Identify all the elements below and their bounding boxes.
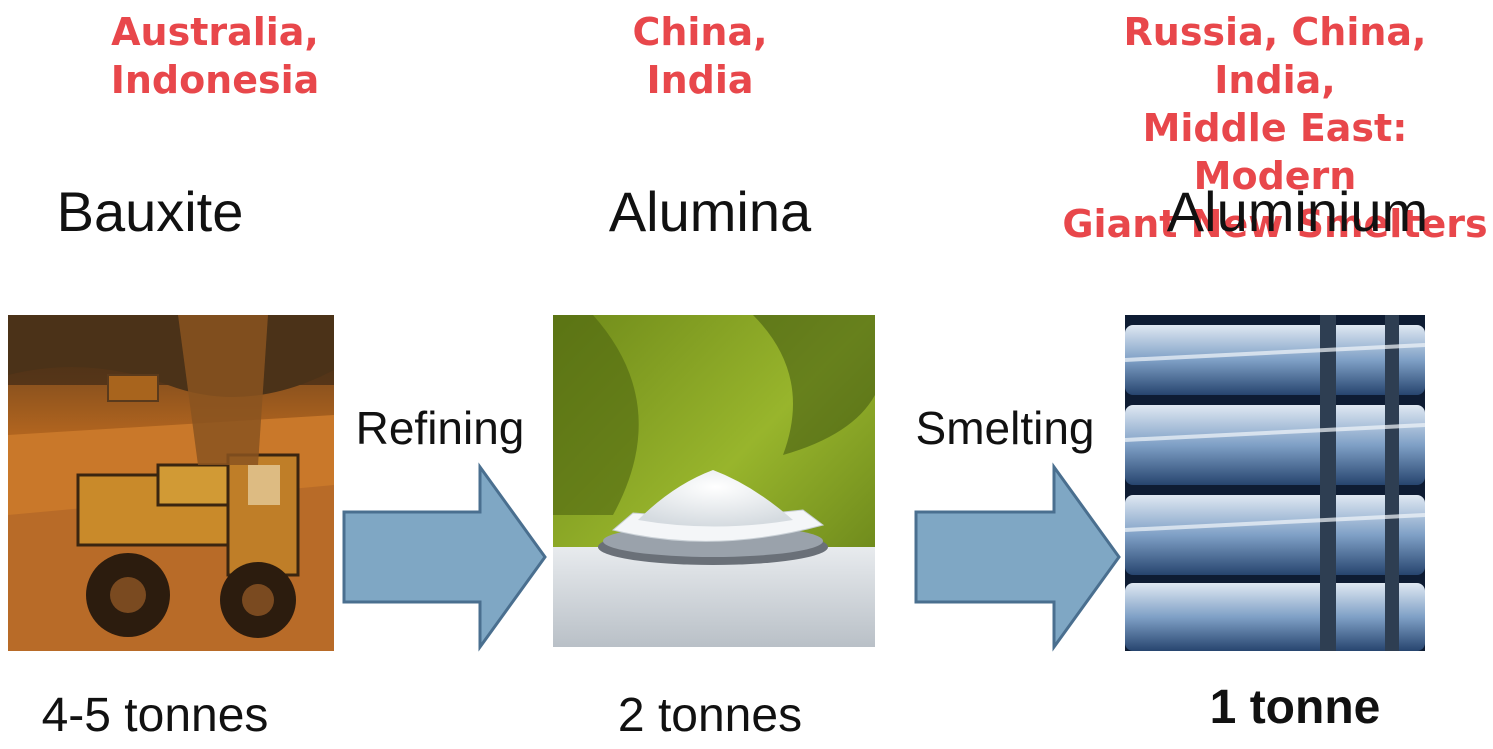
aluminium-ingots-photo [1125, 315, 1447, 651]
stage-title-alumina: Alumina [608, 180, 812, 243]
stage-title-bauxite: Bauxite [56, 180, 244, 243]
region-label-alumina: China, India [632, 10, 768, 102]
quantity-alumina: 2 tonnes [617, 689, 803, 742]
arrow-right-icon [912, 462, 1124, 652]
region-label-aluminium: Russia, China, India, Middle East: Moder… [1062, 10, 1488, 246]
bauxite-mining-photo [8, 315, 334, 651]
region-label-bauxite: Australia, Indonesia [110, 10, 320, 102]
quantity-bauxite: 4-5 tonnes [41, 689, 269, 742]
alumina-powder-photo [553, 315, 875, 647]
stage-title-aluminium: Aluminium [1166, 180, 1429, 243]
step-label-smelting: Smelting [915, 402, 1095, 454]
quantity-aluminium: 1 tonne [1209, 681, 1381, 734]
step-label-refining: Refining [355, 402, 525, 454]
arrow-right-icon [340, 462, 550, 652]
